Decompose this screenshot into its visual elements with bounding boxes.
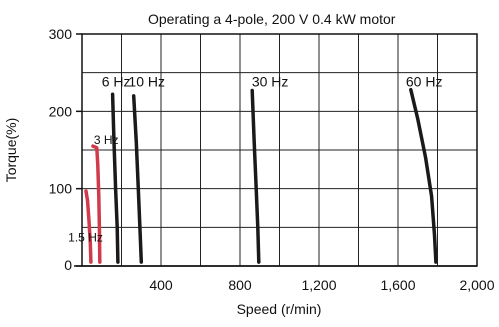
x-tick-label: 1,600 xyxy=(380,277,415,293)
x-tick-label: 800 xyxy=(228,277,252,293)
y-axis-title: Torque(%) xyxy=(3,118,19,183)
series-line xyxy=(131,94,144,264)
y-tick-label: 100 xyxy=(49,181,73,197)
series-label: 6 Hz xyxy=(102,74,131,90)
y-tick-label: 200 xyxy=(49,103,73,119)
series-line xyxy=(84,189,93,264)
chart-subtitle: Operating a 4-pole, 200 V 0.4 kW motor xyxy=(148,11,396,27)
series-line xyxy=(409,87,438,264)
series-label: 3 Hz xyxy=(94,133,119,147)
grid xyxy=(82,34,477,266)
series-label: 10 Hz xyxy=(128,74,165,90)
x-axis-title: Speed (r/min) xyxy=(237,301,322,317)
series-label: 60 Hz xyxy=(406,74,443,90)
x-tick-label: 2,000 xyxy=(459,277,494,293)
x-tick-label: 400 xyxy=(149,277,173,293)
tick-labels: 400 800 1,200 1,600 2,000 0 100 200 300 xyxy=(49,26,495,293)
series-line xyxy=(91,144,102,264)
x-tick-label: 1,200 xyxy=(301,277,336,293)
y-tick-label: 0 xyxy=(64,257,72,273)
axes xyxy=(74,33,478,267)
series-line xyxy=(250,88,261,264)
series-lines xyxy=(84,87,438,264)
series-label: 1.5 Hz xyxy=(68,230,103,244)
series-label: 30 Hz xyxy=(252,74,289,90)
y-tick-label: 300 xyxy=(49,26,73,42)
series-line xyxy=(110,92,120,264)
